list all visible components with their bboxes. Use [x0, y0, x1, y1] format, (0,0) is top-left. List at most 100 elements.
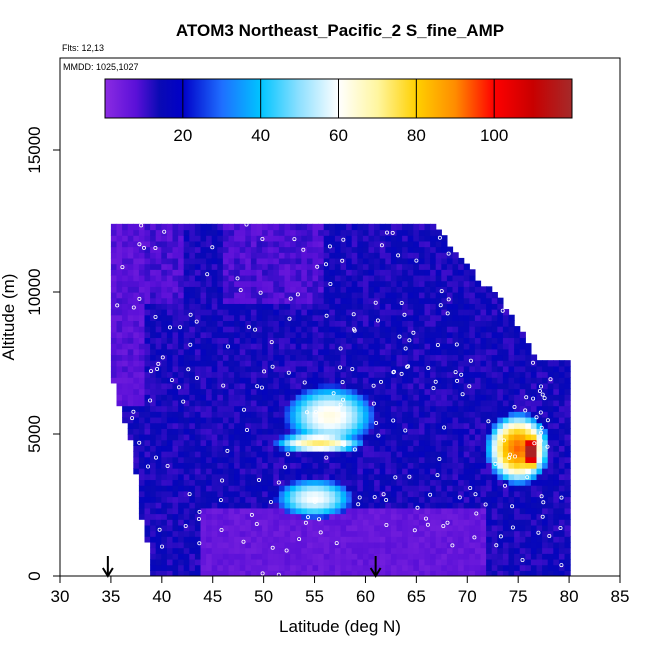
heatmap-cell: [211, 348, 218, 356]
heatmap-cell: [127, 223, 134, 231]
heatmap-cell: [150, 411, 157, 418]
heatmap-cell: [318, 274, 325, 282]
heatmap-cell: [138, 303, 146, 310]
heatmap-cell: [318, 399, 325, 407]
heatmap-cell: [189, 286, 196, 293]
heatmap-cell: [256, 462, 263, 469]
heatmap-cell: [194, 326, 202, 333]
heatmap-cell: [312, 371, 319, 378]
heatmap-cell: [250, 309, 258, 316]
heatmap-cell: [424, 536, 431, 543]
heatmap-cell: [200, 507, 207, 515]
heatmap-cell: [312, 320, 319, 327]
heatmap-cell: [262, 496, 269, 503]
heatmap-cell: [374, 411, 381, 418]
heatmap-cell: [396, 416, 403, 424]
heatmap-cell: [424, 382, 431, 390]
heatmap-cell: [206, 428, 213, 435]
track-point: [426, 365, 431, 370]
heatmap-cell: [295, 405, 302, 412]
track-point: [494, 543, 499, 548]
heatmap-cell: [306, 490, 314, 498]
heatmap-cell: [413, 337, 420, 344]
heatmap-cell: [497, 479, 504, 486]
heatmap-cell: [110, 280, 118, 287]
heatmap-cell: [357, 502, 364, 509]
heatmap-cell: [256, 434, 263, 441]
heatmap-cell: [340, 462, 347, 469]
heatmap-cell: [379, 360, 386, 367]
heatmap-cell: [542, 360, 549, 367]
heatmap-cell: [441, 507, 448, 515]
heatmap-cell: [463, 564, 470, 571]
heatmap-cell: [122, 399, 129, 407]
heatmap-cell: [189, 263, 196, 270]
heatmap-cell: [480, 320, 487, 327]
heatmap-cell: [474, 320, 482, 327]
heatmap-cell: [211, 371, 218, 378]
heatmap-cell: [273, 388, 280, 395]
heatmap-cell: [133, 365, 140, 373]
heatmap-cell: [228, 235, 235, 242]
heatmap-cell: [290, 360, 297, 367]
heatmap-cell: [379, 343, 386, 350]
heatmap-cell: [206, 422, 213, 429]
heatmap-cell: [374, 558, 381, 566]
track-point: [414, 258, 419, 263]
heatmap-cell: [295, 462, 302, 469]
heatmap-cell: [497, 326, 504, 333]
heatmap-cell: [486, 496, 493, 503]
heatmap-cell: [133, 280, 140, 287]
heatmap-cell: [222, 530, 230, 537]
heatmap-cell: [480, 485, 487, 492]
heatmap-cell: [306, 462, 314, 469]
heatmap-cell: [273, 326, 280, 333]
heatmap-cell: [133, 411, 140, 418]
heatmap-cell: [194, 496, 202, 503]
heatmap-cell: [469, 280, 476, 287]
heatmap-cell: [278, 422, 286, 429]
heatmap-cell: [306, 252, 314, 259]
heatmap-cell: [273, 252, 280, 259]
heatmap-cell: [458, 257, 465, 265]
heatmap-cell: [228, 439, 235, 446]
heatmap-cell: [228, 536, 235, 543]
heatmap-cell: [217, 462, 224, 469]
heatmap-cell: [418, 274, 426, 282]
heatmap-cell: [301, 223, 308, 231]
heatmap-cell: [424, 371, 431, 378]
heatmap-cell: [262, 331, 269, 339]
heatmap-cell: [239, 360, 246, 367]
heatmap-cell: [194, 309, 202, 316]
heatmap-cell: [306, 485, 314, 492]
heatmap-cell: [418, 382, 426, 390]
heatmap-cell: [374, 485, 381, 492]
heatmap-cell: [340, 456, 347, 463]
heatmap-cell: [446, 399, 454, 407]
heatmap-cell: [206, 229, 213, 236]
heatmap-cell: [407, 235, 414, 242]
heatmap-cell: [189, 428, 196, 435]
heatmap-cell: [250, 263, 258, 270]
heatmap-cell: [402, 343, 409, 350]
heatmap-cell: [536, 416, 543, 424]
heatmap-cell: [200, 303, 207, 310]
heatmap-cell: [217, 257, 224, 265]
heatmap-cell: [357, 343, 364, 350]
heatmap-cell: [116, 274, 123, 282]
heatmap-cell: [273, 405, 280, 412]
heatmap-cell: [435, 479, 442, 486]
heatmap-cell: [138, 399, 146, 407]
heatmap-cell: [127, 274, 134, 282]
heatmap-cell: [469, 451, 476, 458]
heatmap-cell: [329, 473, 336, 481]
heatmap-cell: [267, 434, 274, 441]
track-point: [287, 316, 292, 321]
heatmap-cell: [374, 382, 381, 390]
heatmap-cell: [430, 422, 437, 429]
heatmap-cell: [346, 348, 353, 356]
heatmap-cell: [122, 235, 129, 242]
heatmap-cell: [553, 394, 560, 401]
heatmap-cell: [284, 422, 291, 429]
heatmap-cell: [502, 490, 510, 498]
